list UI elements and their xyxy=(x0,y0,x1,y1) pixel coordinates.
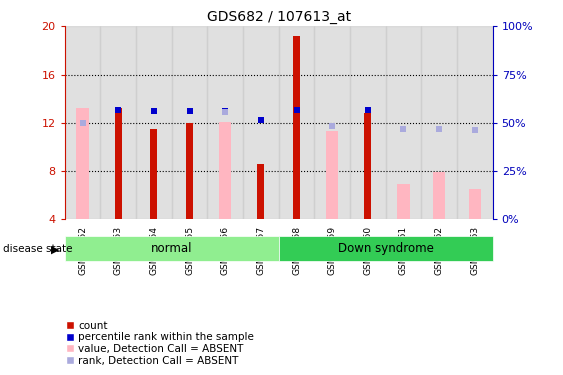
Bar xyxy=(468,189,481,219)
Bar xyxy=(279,26,314,219)
Bar xyxy=(115,108,122,219)
Bar xyxy=(386,26,421,219)
Text: normal: normal xyxy=(151,242,193,255)
Bar xyxy=(243,26,279,219)
Bar xyxy=(257,164,265,219)
Bar xyxy=(397,184,410,219)
Bar xyxy=(77,108,89,219)
Bar xyxy=(136,26,172,219)
Bar xyxy=(186,123,193,219)
Bar xyxy=(172,26,207,219)
Bar xyxy=(314,26,350,219)
Text: Down syndrome: Down syndrome xyxy=(338,242,434,255)
Legend: count, percentile rank within the sample, value, Detection Call = ABSENT, rank, : count, percentile rank within the sample… xyxy=(61,317,258,370)
Bar xyxy=(207,26,243,219)
Bar xyxy=(293,36,300,219)
Bar xyxy=(219,122,231,219)
Bar xyxy=(326,131,338,219)
FancyBboxPatch shape xyxy=(65,236,279,261)
Bar xyxy=(364,113,372,219)
Bar xyxy=(433,172,445,219)
Bar xyxy=(457,26,493,219)
Bar xyxy=(150,129,158,219)
FancyBboxPatch shape xyxy=(279,236,493,261)
Bar xyxy=(65,26,100,219)
Bar xyxy=(350,26,386,219)
Text: ▶: ▶ xyxy=(51,244,59,254)
Text: disease state: disease state xyxy=(3,244,72,254)
Bar xyxy=(421,26,457,219)
Bar xyxy=(100,26,136,219)
Title: GDS682 / 107613_at: GDS682 / 107613_at xyxy=(207,10,351,24)
